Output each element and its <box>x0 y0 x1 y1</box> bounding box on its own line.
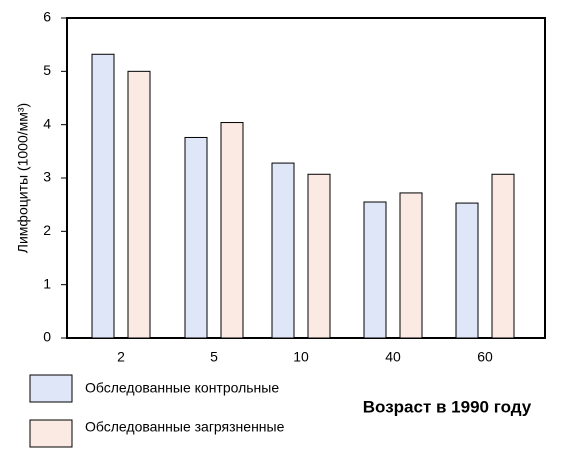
y-tick-label: 6 <box>43 9 51 25</box>
y-axis-title: Лимфоциты (1000/мм³) <box>15 103 31 253</box>
bar-control-60 <box>455 202 479 339</box>
x-tick-label: 40 <box>385 349 401 365</box>
x-tick-label: 2 <box>117 349 125 365</box>
bar-polluted-40 <box>399 192 423 339</box>
bar-polluted-10 <box>307 173 331 339</box>
y-tick-label: 4 <box>43 115 51 131</box>
legend-item-polluted: Обследованные загрязненные <box>29 419 285 448</box>
y-tick-label: 5 <box>43 62 51 78</box>
legend-swatch-control <box>29 374 73 403</box>
bar-control-5 <box>184 136 208 339</box>
y-tick-label: 0 <box>43 329 51 345</box>
x-tick-label: 10 <box>293 349 309 365</box>
x-tick-label: 5 <box>210 349 218 365</box>
legend-item-control: Обследованные контрольные <box>29 374 279 403</box>
bar-control-10 <box>271 162 295 339</box>
legend-label-control: Обследованные контрольные <box>85 380 279 396</box>
x-axis: 2 5 10 40 60 <box>117 349 493 365</box>
legend-label-polluted: Обследованные загрязненные <box>85 419 285 435</box>
y-tick-label: 1 <box>43 275 51 291</box>
bars <box>91 53 515 339</box>
y-tick-label: 3 <box>43 169 51 185</box>
bar-polluted-5 <box>220 122 244 339</box>
legend-swatch-polluted <box>29 419 73 448</box>
legend: Обследованные контрольные Обследованные … <box>29 374 285 448</box>
bar-polluted-2 <box>127 70 151 339</box>
x-tick-label: 60 <box>477 349 493 365</box>
y-tick-label: 2 <box>43 222 51 238</box>
bar-control-2 <box>91 53 115 339</box>
bar-control-40 <box>363 201 387 339</box>
x-axis-title: Возраст в 1990 году <box>363 397 532 416</box>
y-axis: 0 1 2 3 4 5 6 <box>43 9 67 345</box>
bar-polluted-60 <box>491 173 515 339</box>
